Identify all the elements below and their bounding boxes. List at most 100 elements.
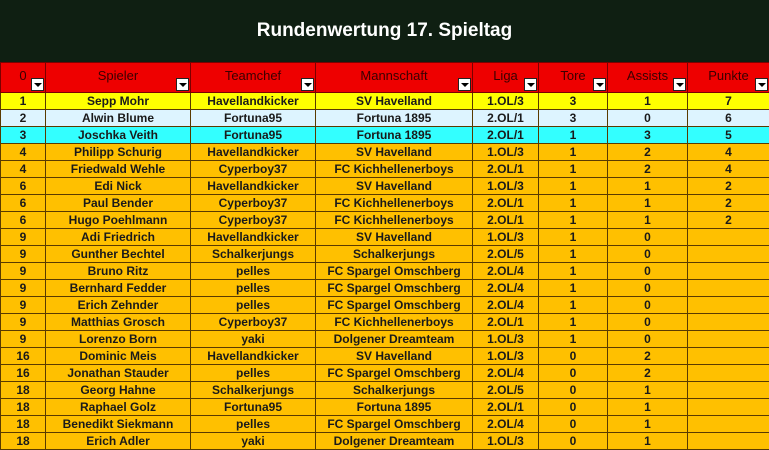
- cell-assists[interactable]: 1: [608, 399, 688, 416]
- cell-assists[interactable]: 1: [608, 93, 688, 110]
- cell-punkte[interactable]: [688, 297, 769, 314]
- cell-tore[interactable]: 1: [539, 314, 608, 331]
- cell-rank[interactable]: 9: [1, 263, 46, 280]
- cell-spieler[interactable]: Erich Zehnder: [46, 297, 191, 314]
- cell-teamchef[interactable]: Fortuna95: [191, 110, 316, 127]
- cell-rank[interactable]: 1: [1, 93, 46, 110]
- cell-liga[interactable]: 2.OL/4: [473, 280, 539, 297]
- cell-teamchef[interactable]: Havellandkicker: [191, 229, 316, 246]
- filter-dropdown-icon[interactable]: [458, 78, 471, 91]
- cell-spieler[interactable]: Bernhard Fedder: [46, 280, 191, 297]
- cell-rank[interactable]: 18: [1, 416, 46, 433]
- cell-tore[interactable]: 3: [539, 110, 608, 127]
- cell-punkte[interactable]: 6: [688, 110, 769, 127]
- cell-tore[interactable]: 1: [539, 178, 608, 195]
- cell-liga[interactable]: 1.OL/3: [473, 229, 539, 246]
- cell-spieler[interactable]: Dominic Meis: [46, 348, 191, 365]
- cell-punkte[interactable]: 4: [688, 144, 769, 161]
- cell-rank[interactable]: 18: [1, 433, 46, 450]
- cell-tore[interactable]: 0: [539, 365, 608, 382]
- cell-teamchef[interactable]: Fortuna95: [191, 127, 316, 144]
- cell-rank[interactable]: 4: [1, 144, 46, 161]
- cell-assists[interactable]: 1: [608, 433, 688, 450]
- cell-liga[interactable]: 2.OL/1: [473, 161, 539, 178]
- cell-tore[interactable]: 1: [539, 195, 608, 212]
- cell-teamchef[interactable]: pelles: [191, 365, 316, 382]
- cell-teamchef[interactable]: Havellandkicker: [191, 144, 316, 161]
- cell-mannschaft[interactable]: SV Havelland: [316, 144, 473, 161]
- filter-dropdown-icon[interactable]: [31, 78, 44, 91]
- cell-rank[interactable]: 6: [1, 178, 46, 195]
- cell-liga[interactable]: 2.OL/4: [473, 416, 539, 433]
- filter-dropdown-icon[interactable]: [301, 78, 314, 91]
- cell-rank[interactable]: 16: [1, 348, 46, 365]
- cell-spieler[interactable]: Georg Hahne: [46, 382, 191, 399]
- cell-assists[interactable]: 2: [608, 348, 688, 365]
- cell-rank[interactable]: 3: [1, 127, 46, 144]
- cell-liga[interactable]: 2.OL/4: [473, 297, 539, 314]
- cell-punkte[interactable]: [688, 331, 769, 348]
- cell-liga[interactable]: 1.OL/3: [473, 331, 539, 348]
- cell-spieler[interactable]: Hugo Poehlmann: [46, 212, 191, 229]
- cell-mannschaft[interactable]: SV Havelland: [316, 229, 473, 246]
- cell-spieler[interactable]: Sepp Mohr: [46, 93, 191, 110]
- cell-assists[interactable]: 1: [608, 178, 688, 195]
- cell-spieler[interactable]: Bruno Ritz: [46, 263, 191, 280]
- cell-teamchef[interactable]: Schalkerjungs: [191, 382, 316, 399]
- cell-teamchef[interactable]: pelles: [191, 280, 316, 297]
- cell-rank[interactable]: 9: [1, 314, 46, 331]
- cell-punkte[interactable]: [688, 229, 769, 246]
- cell-tore[interactable]: 1: [539, 161, 608, 178]
- filter-dropdown-icon[interactable]: [673, 78, 686, 91]
- cell-punkte[interactable]: [688, 263, 769, 280]
- cell-teamchef[interactable]: Cyperboy37: [191, 314, 316, 331]
- cell-assists[interactable]: 0: [608, 280, 688, 297]
- cell-assists[interactable]: 1: [608, 416, 688, 433]
- cell-spieler[interactable]: Paul Bender: [46, 195, 191, 212]
- cell-spieler[interactable]: Adi Friedrich: [46, 229, 191, 246]
- cell-punkte[interactable]: 7: [688, 93, 769, 110]
- cell-tore[interactable]: 3: [539, 93, 608, 110]
- cell-assists[interactable]: 2: [608, 365, 688, 382]
- cell-mannschaft[interactable]: FC Spargel Omschberg: [316, 416, 473, 433]
- cell-mannschaft[interactable]: Schalkerjungs: [316, 382, 473, 399]
- cell-rank[interactable]: 9: [1, 331, 46, 348]
- cell-mannschaft[interactable]: FC Spargel Omschberg: [316, 263, 473, 280]
- cell-assists[interactable]: 2: [608, 161, 688, 178]
- cell-spieler[interactable]: Joschka Veith: [46, 127, 191, 144]
- cell-spieler[interactable]: Edi Nick: [46, 178, 191, 195]
- cell-teamchef[interactable]: yaki: [191, 433, 316, 450]
- cell-punkte[interactable]: [688, 382, 769, 399]
- cell-mannschaft[interactable]: FC Kichhellenerboys: [316, 161, 473, 178]
- cell-assists[interactable]: 0: [608, 314, 688, 331]
- filter-dropdown-icon[interactable]: [593, 78, 606, 91]
- cell-mannschaft[interactable]: Dolgener Dreamteam: [316, 433, 473, 450]
- cell-teamchef[interactable]: Fortuna95: [191, 399, 316, 416]
- cell-spieler[interactable]: Benedikt Siekmann: [46, 416, 191, 433]
- cell-spieler[interactable]: Friedwald Wehle: [46, 161, 191, 178]
- cell-punkte[interactable]: [688, 399, 769, 416]
- cell-liga[interactable]: 2.OL/1: [473, 314, 539, 331]
- cell-liga[interactable]: 2.OL/1: [473, 110, 539, 127]
- cell-liga[interactable]: 1.OL/3: [473, 178, 539, 195]
- cell-assists[interactable]: 1: [608, 195, 688, 212]
- cell-assists[interactable]: 0: [608, 331, 688, 348]
- cell-assists[interactable]: 3: [608, 127, 688, 144]
- cell-rank[interactable]: 9: [1, 229, 46, 246]
- cell-teamchef[interactable]: pelles: [191, 416, 316, 433]
- cell-assists[interactable]: 0: [608, 229, 688, 246]
- cell-punkte[interactable]: 2: [688, 178, 769, 195]
- cell-punkte[interactable]: [688, 416, 769, 433]
- cell-teamchef[interactable]: Havellandkicker: [191, 348, 316, 365]
- cell-tore[interactable]: 1: [539, 280, 608, 297]
- cell-tore[interactable]: 1: [539, 297, 608, 314]
- cell-liga[interactable]: 2.OL/1: [473, 195, 539, 212]
- cell-tore[interactable]: 1: [539, 229, 608, 246]
- cell-spieler[interactable]: Jonathan Stauder: [46, 365, 191, 382]
- cell-spieler[interactable]: Philipp Schurig: [46, 144, 191, 161]
- cell-teamchef[interactable]: Havellandkicker: [191, 178, 316, 195]
- cell-punkte[interactable]: [688, 314, 769, 331]
- cell-punkte[interactable]: [688, 348, 769, 365]
- cell-mannschaft[interactable]: FC Kichhellenerboys: [316, 314, 473, 331]
- cell-rank[interactable]: 6: [1, 212, 46, 229]
